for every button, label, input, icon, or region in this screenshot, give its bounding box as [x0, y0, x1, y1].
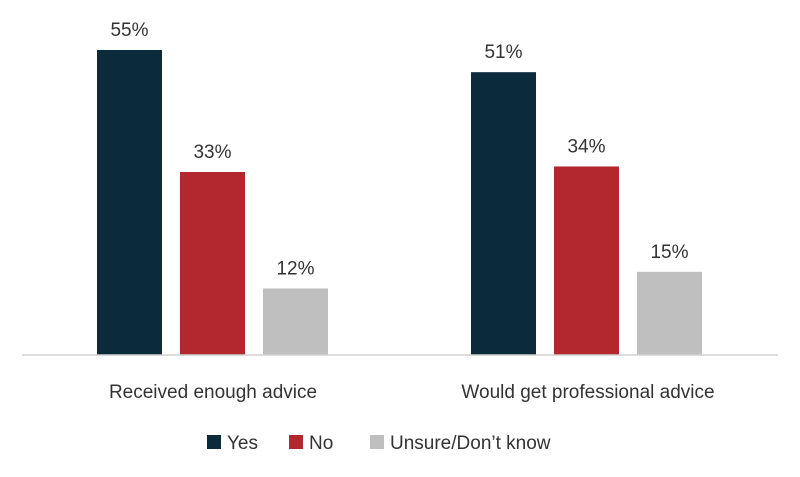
- data-label-yes-received-enough-advice: 55%: [110, 20, 148, 41]
- category-label-received-enough-advice: Received enough advice: [109, 382, 317, 403]
- data-labels-group: 55% 33% 12% 51% 34% 15%: [110, 20, 688, 279]
- data-label-no-received-enough-advice: 33%: [193, 142, 231, 163]
- bar-unsure-don-t-know-would-get-professional-advice: [637, 271, 702, 355]
- bar-yes-would-get-professional-advice: [471, 72, 536, 355]
- legend: Yes No Unsure/Don’t know: [207, 433, 551, 454]
- data-label-unsure-don-t-know-received-enough-advice: 12%: [276, 258, 314, 279]
- data-label-no-would-get-professional-advice: 34%: [567, 136, 605, 157]
- bars-group: [97, 50, 702, 355]
- legend-swatch-no: [289, 435, 303, 449]
- bar-unsure-don-t-know-received-enough-advice: [263, 288, 328, 355]
- category-label-would-get-professional-advice: Would get professional advice: [461, 382, 714, 403]
- legend-swatch-yes: [207, 435, 221, 449]
- legend-label-no: No: [309, 433, 333, 454]
- data-label-unsure-don-t-know-would-get-professional-advice: 15%: [650, 242, 688, 263]
- legend-swatch-unsure: [370, 435, 384, 449]
- bar-no-would-get-professional-advice: [554, 166, 619, 355]
- legend-label-yes: Yes: [227, 433, 258, 454]
- data-label-yes-would-get-professional-advice: 51%: [484, 42, 522, 63]
- legend-label-unsure: Unsure/Don’t know: [390, 433, 551, 454]
- bar-yes-received-enough-advice: [97, 50, 162, 355]
- bar-no-received-enough-advice: [180, 172, 245, 355]
